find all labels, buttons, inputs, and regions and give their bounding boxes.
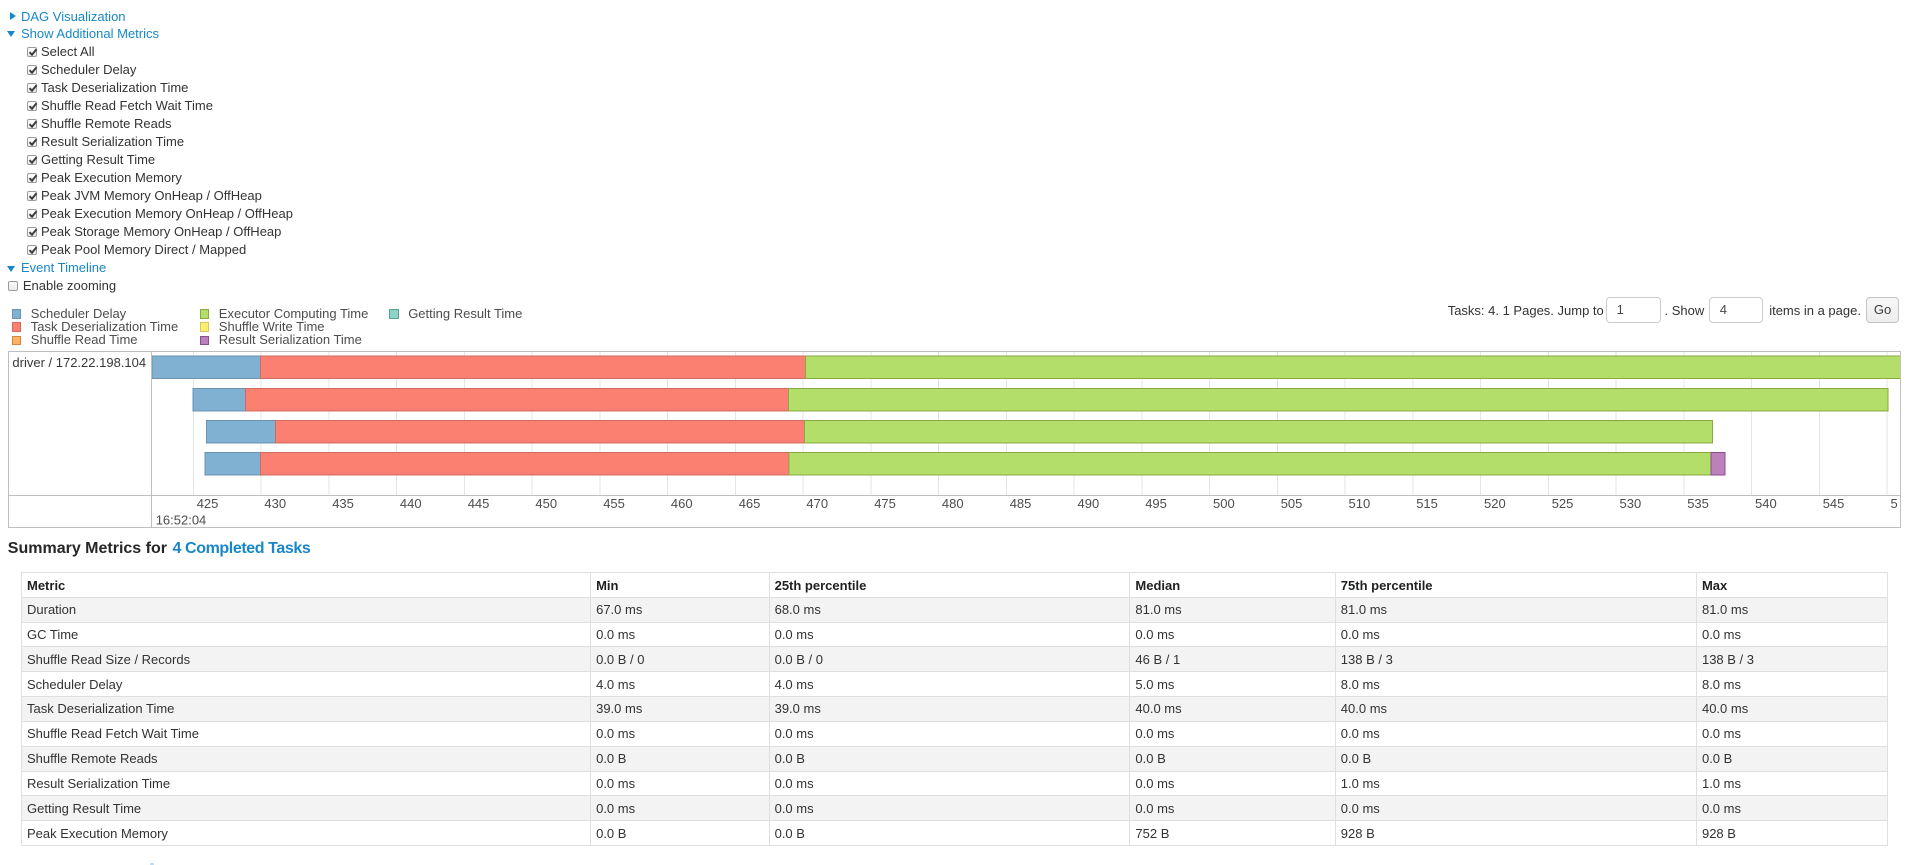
svg-text:505: 505 <box>1281 496 1303 511</box>
svg-text:465: 465 <box>739 496 761 511</box>
svg-text:470: 470 <box>806 496 828 511</box>
svg-text:435: 435 <box>332 496 354 511</box>
svg-text:445: 445 <box>468 496 490 511</box>
svg-text:545: 545 <box>1823 496 1845 511</box>
svg-text:540: 540 <box>1755 496 1777 511</box>
svg-text:440: 440 <box>400 496 422 511</box>
svg-text:460: 460 <box>671 496 693 511</box>
svg-text:475: 475 <box>874 496 896 511</box>
svg-text:490: 490 <box>1078 496 1100 511</box>
svg-text:425: 425 <box>197 496 219 511</box>
svg-text:430: 430 <box>264 496 286 511</box>
svg-text:450: 450 <box>535 496 557 511</box>
svg-text:495: 495 <box>1145 496 1167 511</box>
svg-text:515: 515 <box>1416 496 1438 511</box>
svg-text:535: 535 <box>1687 496 1709 511</box>
svg-text:480: 480 <box>942 496 964 511</box>
svg-text:455: 455 <box>603 496 625 511</box>
svg-text:530: 530 <box>1620 496 1642 511</box>
svg-text:500: 500 <box>1213 496 1235 511</box>
svg-text:525: 525 <box>1552 496 1574 511</box>
svg-text:550: 550 <box>1891 496 1907 511</box>
svg-text:520: 520 <box>1484 496 1506 511</box>
svg-text:16:52:04: 16:52:04 <box>156 513 207 528</box>
svg-text:485: 485 <box>1010 496 1032 511</box>
svg-text:510: 510 <box>1349 496 1371 511</box>
svg-text:driver / 172.22.198.104: driver / 172.22.198.104 <box>12 355 146 370</box>
